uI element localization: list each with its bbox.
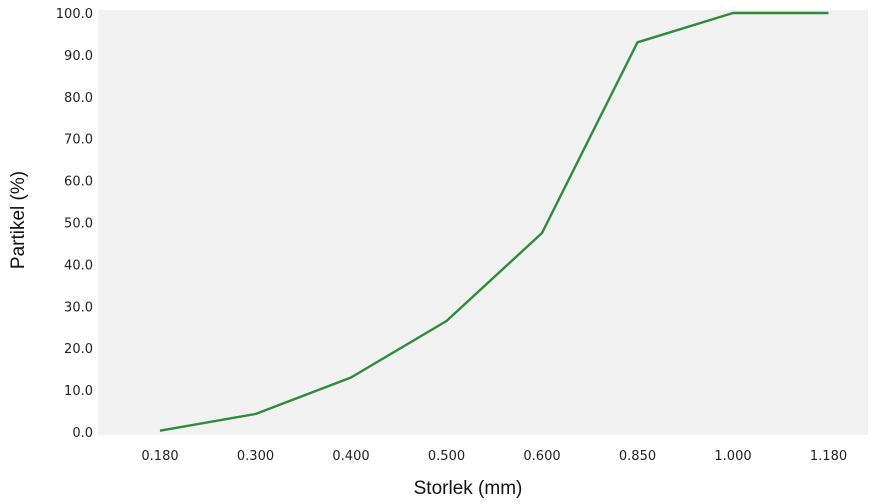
y-tick-label: 50.0 bbox=[64, 217, 93, 232]
y-tick-label: 100.0 bbox=[56, 7, 93, 22]
x-tick-label: 0.400 bbox=[332, 449, 369, 464]
y-tick-label: 20.0 bbox=[64, 342, 93, 357]
y-tick-label: 40.0 bbox=[64, 258, 93, 273]
series-line bbox=[159, 11, 829, 432]
x-axis-title: Storlek (mm) bbox=[414, 478, 523, 499]
plot-area bbox=[98, 10, 868, 435]
x-tick-label: 0.300 bbox=[237, 449, 274, 464]
y-axis-title: Partikel (%) bbox=[8, 171, 29, 269]
y-tick-label: 70.0 bbox=[64, 133, 93, 148]
x-axis-ticks: 0.180 0.300 0.400 0.500 0.600 0.850 1.000 1.180 bbox=[141, 449, 847, 464]
y-axis-ticks: 0.0 10.0 20.0 30.0 40.0 50.0 60.0 70.0 80.0 90.0 1… bbox=[56, 7, 93, 441]
y-tick-label: 0.0 bbox=[72, 426, 93, 441]
data-points bbox=[159, 12, 829, 431]
y-tick-label: 10.0 bbox=[64, 384, 93, 399]
x-tick-label: 0.500 bbox=[428, 449, 465, 464]
x-tick-label: 0.600 bbox=[523, 449, 560, 464]
y-tick-label: 90.0 bbox=[64, 49, 93, 64]
y-tick-label: 60.0 bbox=[64, 175, 93, 190]
y-tick-label: 30.0 bbox=[64, 300, 93, 315]
y-tick-label: 80.0 bbox=[64, 91, 93, 106]
x-tick-label: 0.850 bbox=[619, 449, 656, 464]
x-tick-label: 0.180 bbox=[141, 449, 178, 464]
x-tick-label: 1.180 bbox=[810, 449, 847, 464]
x-tick-label: 1.000 bbox=[714, 449, 751, 464]
